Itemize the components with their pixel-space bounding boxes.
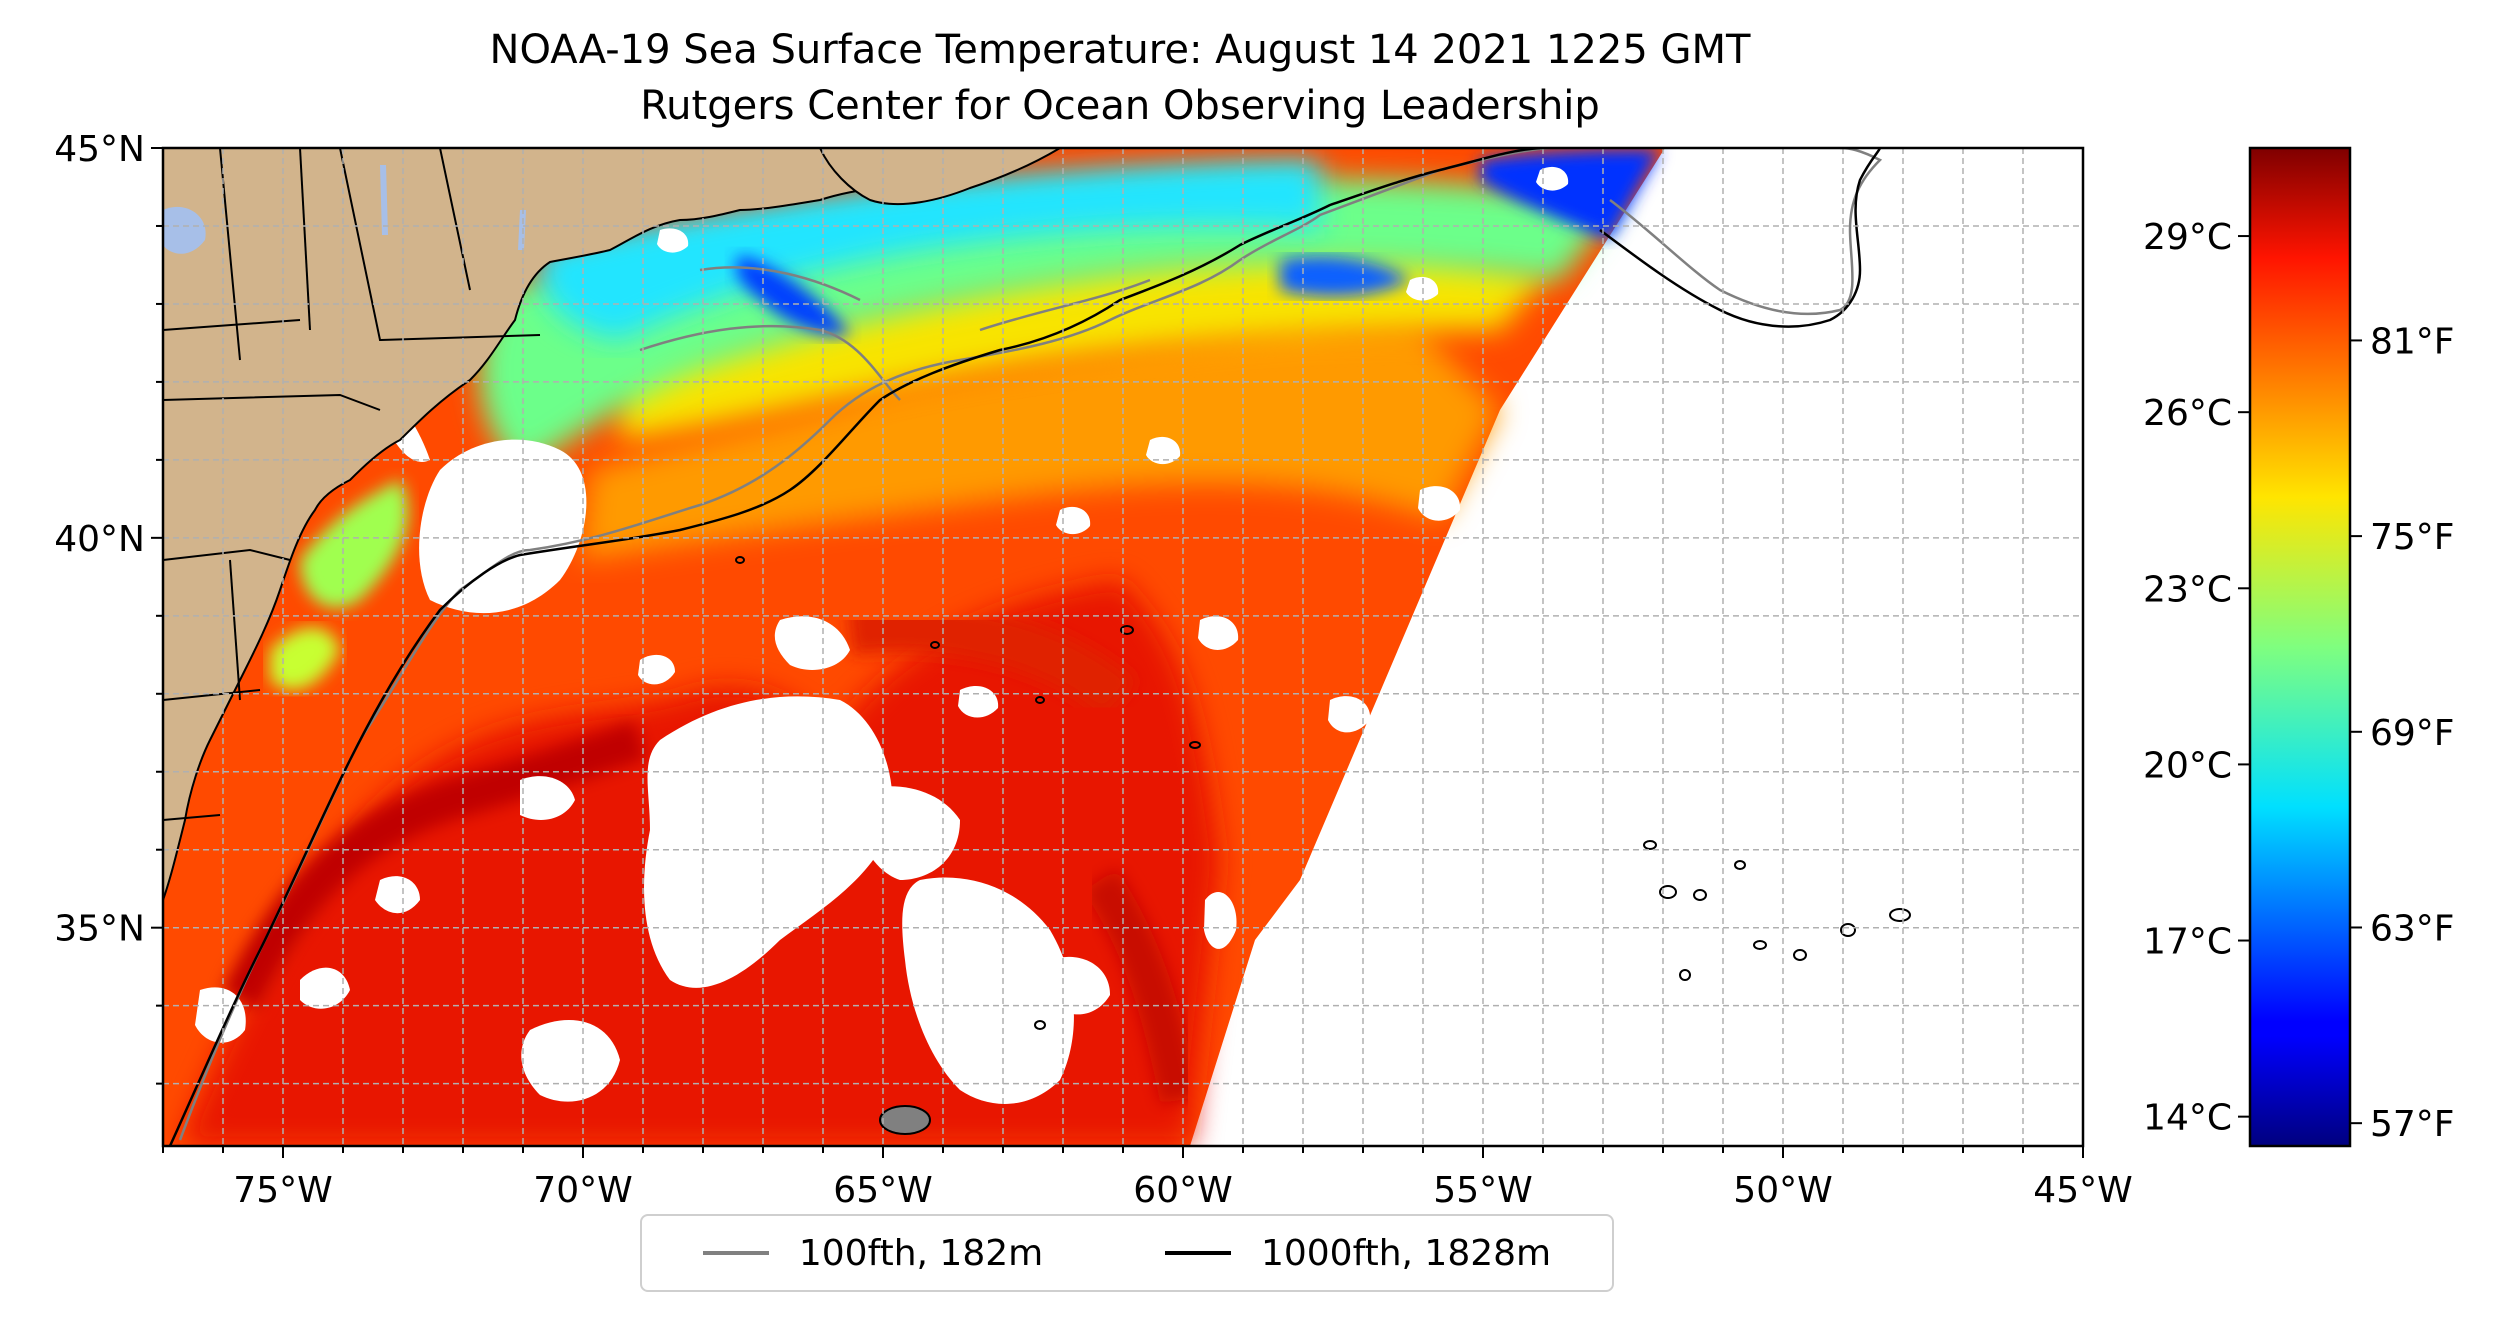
fahrenheit-tick-label: 75°F bbox=[2370, 517, 2455, 558]
isobath-1000fth-east bbox=[1599, 148, 1882, 328]
x-tick-label: 60°W bbox=[1133, 1170, 1232, 1211]
colorbar-celsius-axis: 29°C 26°C 23°C 20°C 17°C 14°C bbox=[2143, 217, 2250, 1139]
title-line-1: NOAA-19 Sea Surface Temperature: August … bbox=[489, 27, 1751, 73]
legend-swatch-100fth bbox=[702, 1251, 769, 1255]
fahrenheit-tick-label: 81°F bbox=[2370, 321, 2455, 362]
legend-item-1000fth: 1000fth, 1828m bbox=[1164, 1232, 1552, 1274]
y-tick-label: 35°N bbox=[54, 909, 145, 950]
land bbox=[163, 148, 1051, 901]
legend-swatch-1000fth bbox=[1164, 1251, 1231, 1255]
seamount-contours bbox=[735, 556, 1911, 1135]
y-tick-label: 45°N bbox=[54, 129, 145, 170]
y-tick-label: 40°N bbox=[54, 519, 145, 560]
fahrenheit-tick-label: 63°F bbox=[2370, 908, 2455, 949]
celsius-tick-label: 29°C bbox=[2143, 217, 2232, 258]
x-tick-label: 70°W bbox=[533, 1170, 632, 1211]
x-tick-label: 75°W bbox=[233, 1170, 332, 1211]
lakes bbox=[163, 165, 526, 254]
celsius-tick-label: 20°C bbox=[2143, 745, 2232, 786]
x-tick-label: 65°W bbox=[833, 1170, 932, 1211]
map-panel bbox=[163, 148, 2083, 1146]
legend-item-100fth: 100fth, 182m bbox=[702, 1232, 1044, 1274]
x-tick-label: 45°W bbox=[2033, 1170, 2132, 1211]
isobath-100fth-inner bbox=[639, 266, 1151, 401]
celsius-tick-label: 26°C bbox=[2143, 393, 2232, 434]
x-axis: 75°W 70°W 65°W 60°W 55°W 50°W 45°W bbox=[162, 1146, 2133, 1211]
fahrenheit-tick-label: 57°F bbox=[2370, 1104, 2455, 1145]
state-borders bbox=[163, 148, 541, 821]
colorbar bbox=[2248, 146, 2352, 1148]
isobath-1000fth bbox=[168, 148, 1541, 1146]
legend: 100fth, 182m 1000fth, 1828m bbox=[640, 1214, 1614, 1292]
graticule bbox=[163, 148, 2083, 1146]
fahrenheit-tick-label: 69°F bbox=[2370, 713, 2455, 754]
sst-swath bbox=[163, 148, 1665, 1146]
x-tick-label: 55°W bbox=[1433, 1170, 1532, 1211]
legend-label-1000fth: 1000fth, 1828m bbox=[1260, 1232, 1552, 1274]
legend-label-100fth: 100fth, 182m bbox=[798, 1232, 1044, 1274]
celsius-tick-label: 23°C bbox=[2143, 569, 2232, 610]
x-tick-label: 50°W bbox=[1733, 1170, 1832, 1211]
cloud-gaps bbox=[195, 166, 1569, 1104]
celsius-tick-label: 14°C bbox=[2143, 1098, 2232, 1139]
celsius-tick-label: 17°C bbox=[2143, 922, 2232, 963]
title-line-2: Rutgers Center for Ocean Observing Leade… bbox=[640, 83, 1600, 129]
colorbar-fahrenheit-axis: 81°F 75°F 69°F 63°F 57°F bbox=[2350, 321, 2455, 1145]
y-axis: 35°N 40°N 45°N bbox=[54, 129, 163, 1085]
nova-scotia-land bbox=[818, 148, 1062, 206]
